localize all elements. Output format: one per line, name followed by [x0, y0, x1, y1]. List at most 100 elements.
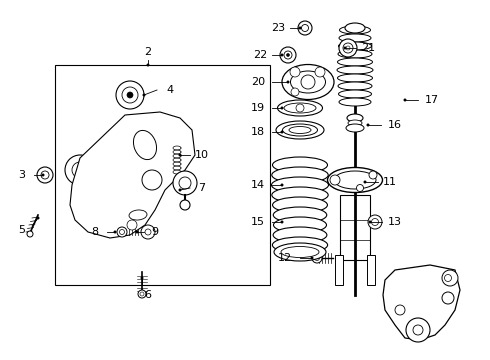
Circle shape [179, 177, 191, 189]
Text: 13: 13 [388, 217, 402, 227]
Circle shape [138, 290, 146, 298]
Ellipse shape [338, 74, 372, 82]
Circle shape [127, 220, 137, 230]
Ellipse shape [272, 187, 328, 203]
Ellipse shape [272, 157, 327, 173]
Circle shape [290, 67, 300, 77]
Ellipse shape [273, 217, 326, 233]
Circle shape [364, 180, 367, 184]
Circle shape [280, 220, 284, 224]
Circle shape [147, 63, 149, 67]
Circle shape [339, 39, 357, 57]
Circle shape [120, 230, 124, 234]
Text: 6: 6 [145, 290, 151, 300]
Circle shape [368, 215, 382, 229]
Ellipse shape [276, 121, 324, 139]
Ellipse shape [273, 227, 327, 243]
Circle shape [369, 171, 377, 179]
Circle shape [311, 256, 314, 260]
Bar [335, 255, 343, 285]
Ellipse shape [271, 177, 328, 193]
Text: 17: 17 [425, 95, 439, 105]
Circle shape [140, 292, 144, 296]
Ellipse shape [339, 42, 371, 50]
Ellipse shape [340, 26, 370, 34]
Circle shape [37, 167, 53, 183]
Circle shape [280, 47, 296, 63]
Ellipse shape [277, 100, 322, 116]
Text: 22: 22 [253, 50, 267, 60]
Circle shape [287, 54, 290, 57]
Text: 23: 23 [271, 23, 285, 33]
Circle shape [298, 21, 312, 35]
Circle shape [280, 184, 284, 186]
Text: 11: 11 [383, 177, 397, 187]
Ellipse shape [338, 82, 372, 90]
Circle shape [403, 99, 407, 102]
Circle shape [343, 43, 353, 53]
Circle shape [178, 153, 181, 157]
Circle shape [136, 230, 139, 234]
Circle shape [41, 171, 49, 179]
Ellipse shape [339, 90, 371, 98]
Circle shape [315, 67, 325, 77]
Text: 12: 12 [278, 253, 292, 263]
Circle shape [180, 200, 190, 210]
Circle shape [284, 51, 292, 59]
Circle shape [442, 292, 454, 304]
Circle shape [280, 54, 284, 57]
Circle shape [368, 220, 371, 224]
Text: 15: 15 [251, 217, 265, 227]
Circle shape [280, 130, 284, 134]
Circle shape [280, 107, 284, 109]
Circle shape [371, 219, 378, 225]
Circle shape [357, 184, 364, 192]
Circle shape [343, 46, 346, 49]
Bar [340, 195, 370, 260]
Ellipse shape [345, 23, 365, 33]
Ellipse shape [272, 237, 328, 253]
Ellipse shape [347, 114, 363, 122]
Bar [55, 65, 270, 285]
Ellipse shape [337, 66, 373, 74]
Circle shape [413, 325, 423, 335]
Text: 9: 9 [151, 227, 159, 237]
Circle shape [367, 123, 369, 126]
Circle shape [315, 256, 319, 261]
Circle shape [395, 305, 405, 315]
Ellipse shape [339, 98, 371, 106]
Ellipse shape [272, 167, 328, 183]
Text: 19: 19 [251, 103, 265, 113]
Circle shape [141, 225, 155, 239]
Ellipse shape [274, 243, 326, 261]
Circle shape [72, 162, 88, 178]
Text: 14: 14 [251, 180, 265, 190]
Text: 7: 7 [198, 183, 206, 193]
Ellipse shape [281, 247, 319, 257]
Text: 5: 5 [19, 225, 25, 235]
Circle shape [122, 87, 138, 103]
Ellipse shape [338, 58, 372, 66]
Circle shape [312, 253, 322, 263]
Polygon shape [70, 112, 195, 238]
Circle shape [296, 104, 304, 112]
Text: 20: 20 [251, 77, 265, 87]
Circle shape [145, 229, 151, 235]
Circle shape [127, 92, 133, 98]
Ellipse shape [129, 210, 147, 220]
Text: 8: 8 [92, 227, 98, 237]
Ellipse shape [272, 197, 327, 213]
Text: 4: 4 [167, 85, 173, 95]
Text: 18: 18 [251, 127, 265, 137]
Circle shape [117, 227, 127, 237]
Circle shape [116, 81, 144, 109]
Circle shape [291, 88, 299, 96]
Text: 10: 10 [195, 150, 209, 160]
Circle shape [301, 75, 315, 89]
Ellipse shape [291, 71, 325, 93]
Circle shape [114, 230, 117, 234]
Ellipse shape [338, 50, 372, 58]
Ellipse shape [289, 126, 311, 134]
Text: 16: 16 [388, 120, 402, 130]
Ellipse shape [282, 64, 334, 99]
